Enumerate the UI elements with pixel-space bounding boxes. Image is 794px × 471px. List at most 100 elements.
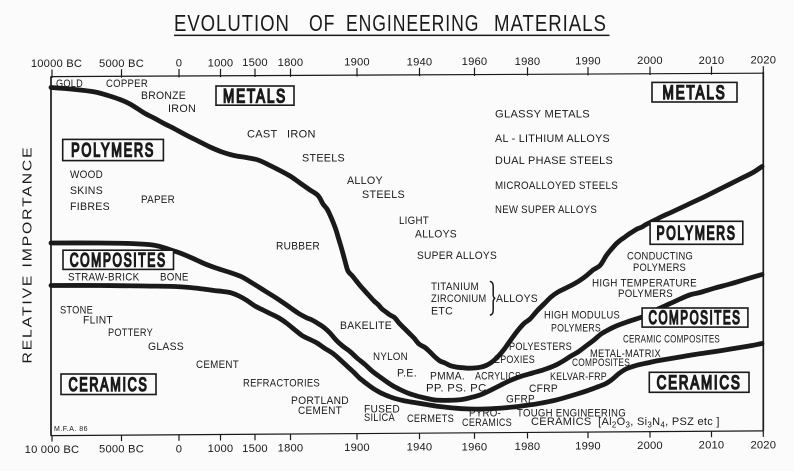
svg-text:METAL-MATRIX: METAL-MATRIX (590, 348, 661, 360)
svg-text:2000: 2000 (637, 55, 663, 67)
svg-text:ZIRCONIUM: ZIRCONIUM (431, 293, 487, 305)
svg-text:FIBRES: FIBRES (70, 201, 110, 213)
svg-text:METALS: METALS (223, 86, 287, 107)
svg-text:COMPOSITES: COMPOSITES (649, 309, 742, 329)
svg-text:M.F.A. 86: M.F.A. 86 (54, 426, 88, 433)
svg-text:CEMENT: CEMENT (196, 359, 239, 371)
svg-text:1800: 1800 (278, 443, 304, 455)
svg-text:AL - LITHIUM ALLOYS: AL - LITHIUM ALLOYS (495, 133, 610, 145)
svg-text:POLYMERS: POLYMERS (71, 140, 155, 161)
svg-text:CERMETS: CERMETS (407, 413, 454, 425)
svg-text:5000 BC: 5000 BC (99, 444, 144, 456)
svg-text:CERAMICS: CERAMICS (69, 374, 149, 395)
svg-text:POLYMERS: POLYMERS (633, 262, 686, 274)
svg-text:SKINS: SKINS (70, 185, 103, 197)
svg-text:TITANIUM: TITANIUM (431, 281, 479, 293)
svg-text:RELATIVE IMPORTANCE: RELATIVE IMPORTANCE (21, 146, 35, 364)
svg-text:REFRACTORIES: REFRACTORIES (243, 377, 320, 389)
svg-text:PORTLAND: PORTLAND (291, 395, 349, 407)
svg-text:1000: 1000 (208, 443, 234, 455)
svg-text:GLASSY METALS: GLASSY METALS (495, 109, 590, 121)
svg-text:PAPER: PAPER (141, 194, 175, 206)
svg-text:STEELS: STEELS (302, 152, 345, 164)
svg-text:POTTERY: POTTERY (108, 327, 153, 339)
svg-text:FUSED: FUSED (364, 403, 400, 415)
svg-text:2000: 2000 (637, 440, 663, 452)
svg-text:5000 BC: 5000 BC (99, 58, 144, 70)
svg-text:ALLOYS: ALLOYS (496, 293, 538, 305)
svg-text:GOLD: GOLD (56, 78, 83, 90)
svg-text:CERAMICS: CERAMICS (657, 373, 742, 394)
svg-text:SUPER ALLOYS: SUPER ALLOYS (417, 250, 497, 262)
svg-text:COMPOSITES: COMPOSITES (572, 357, 630, 369)
svg-text:IRON: IRON (287, 129, 316, 141)
svg-text:LIGHT: LIGHT (399, 215, 429, 227)
svg-text:EPOXIES: EPOXIES (494, 354, 535, 366)
svg-text:1980: 1980 (515, 56, 541, 68)
svg-text:HIGH MODULUS: HIGH MODULUS (544, 310, 620, 322)
svg-text:CERAMICS [Al2O3, Si3N4, PSZ e: CERAMICS [Al2O3, Si3N4, PSZ etc ] (531, 416, 720, 430)
svg-text:CERAMIC COMPOSITES: CERAMIC COMPOSITES (623, 333, 720, 345)
svg-text:CAST: CAST (247, 129, 278, 141)
svg-text:0: 0 (176, 443, 182, 455)
svg-text:10 000 BC: 10 000 BC (25, 444, 80, 456)
svg-text:POLYMERS: POLYMERS (618, 288, 673, 300)
svg-text:1990: 1990 (575, 441, 601, 453)
svg-text:2010: 2010 (699, 55, 725, 67)
svg-text:POLYMERS: POLYMERS (551, 322, 601, 334)
svg-text:0: 0 (176, 58, 182, 70)
svg-text:PMMA.: PMMA. (430, 370, 465, 382)
svg-text:STONE: STONE (60, 305, 93, 317)
svg-text:BAKELITE: BAKELITE (340, 320, 392, 332)
svg-text:COMPOSITES: COMPOSITES (70, 251, 167, 271)
svg-text:NYLON: NYLON (373, 351, 408, 363)
svg-text:FLINT: FLINT (83, 315, 113, 327)
svg-text:2010: 2010 (699, 440, 725, 452)
svg-text:BRONZE: BRONZE (141, 90, 186, 102)
svg-text:EVOLUTION: EVOLUTION (174, 11, 290, 36)
svg-text:POLYESTERS: POLYESTERS (509, 341, 572, 353)
svg-text:SILICA: SILICA (364, 412, 395, 424)
svg-text:ALLOYS: ALLOYS (415, 229, 457, 241)
svg-text:IRON: IRON (168, 103, 196, 115)
svg-text:METALS: METALS (663, 83, 727, 104)
svg-text:1900: 1900 (344, 442, 370, 454)
svg-text:1940: 1940 (407, 442, 433, 454)
svg-text:MATERIALS: MATERIALS (494, 11, 607, 36)
svg-text:PYRO-: PYRO- (469, 408, 501, 420)
svg-text:POLYMERS: POLYMERS (657, 224, 737, 244)
svg-text:TOUGH ENGINEERING: TOUGH ENGINEERING (517, 408, 626, 420)
svg-text:DUAL PHASE STEELS: DUAL PHASE STEELS (495, 155, 613, 167)
svg-text:CEMENT: CEMENT (298, 405, 342, 417)
svg-text:CERAMICS: CERAMICS (462, 417, 512, 429)
svg-text:BONE: BONE (160, 271, 189, 283)
svg-text:1800: 1800 (278, 57, 304, 69)
svg-text:WOOD: WOOD (70, 169, 103, 181)
svg-text:1980: 1980 (515, 441, 541, 453)
svg-text:GLASS: GLASS (148, 341, 184, 353)
svg-text:RUBBER: RUBBER (276, 240, 320, 252)
svg-text:OF: OF (309, 11, 335, 37)
svg-text:COPPER: COPPER (106, 78, 148, 90)
svg-text:1960: 1960 (462, 441, 488, 453)
svg-text:1990: 1990 (575, 56, 601, 68)
svg-text:2020: 2020 (750, 55, 776, 67)
svg-text:CFRP: CFRP (529, 383, 558, 395)
svg-text:NEW SUPER ALLOYS: NEW SUPER ALLOYS (495, 204, 597, 216)
svg-text:1960: 1960 (462, 56, 488, 68)
svg-text:MICROALLOYED STEELS: MICROALLOYED STEELS (495, 180, 618, 192)
svg-text:10000 BC: 10000 BC (31, 58, 82, 70)
svg-text:STEELS: STEELS (362, 189, 405, 201)
svg-text:ETC: ETC (431, 305, 453, 317)
svg-text:1900: 1900 (344, 57, 370, 69)
svg-text:2020: 2020 (750, 439, 776, 451)
svg-text:KELVAR-FRP: KELVAR-FRP (550, 371, 607, 383)
svg-text:1500: 1500 (242, 443, 268, 455)
svg-text:HIGH TEMPERATURE: HIGH TEMPERATURE (592, 277, 697, 289)
svg-text:PP. PS. PC.: PP. PS. PC. (426, 382, 490, 394)
svg-text:ACRYLICS: ACRYLICS (475, 370, 521, 382)
svg-text:1000: 1000 (208, 57, 234, 69)
svg-text:ENGINEERING: ENGINEERING (346, 11, 479, 37)
svg-text:CONDUCTING: CONDUCTING (627, 251, 693, 263)
svg-text:GFRP: GFRP (506, 393, 535, 405)
